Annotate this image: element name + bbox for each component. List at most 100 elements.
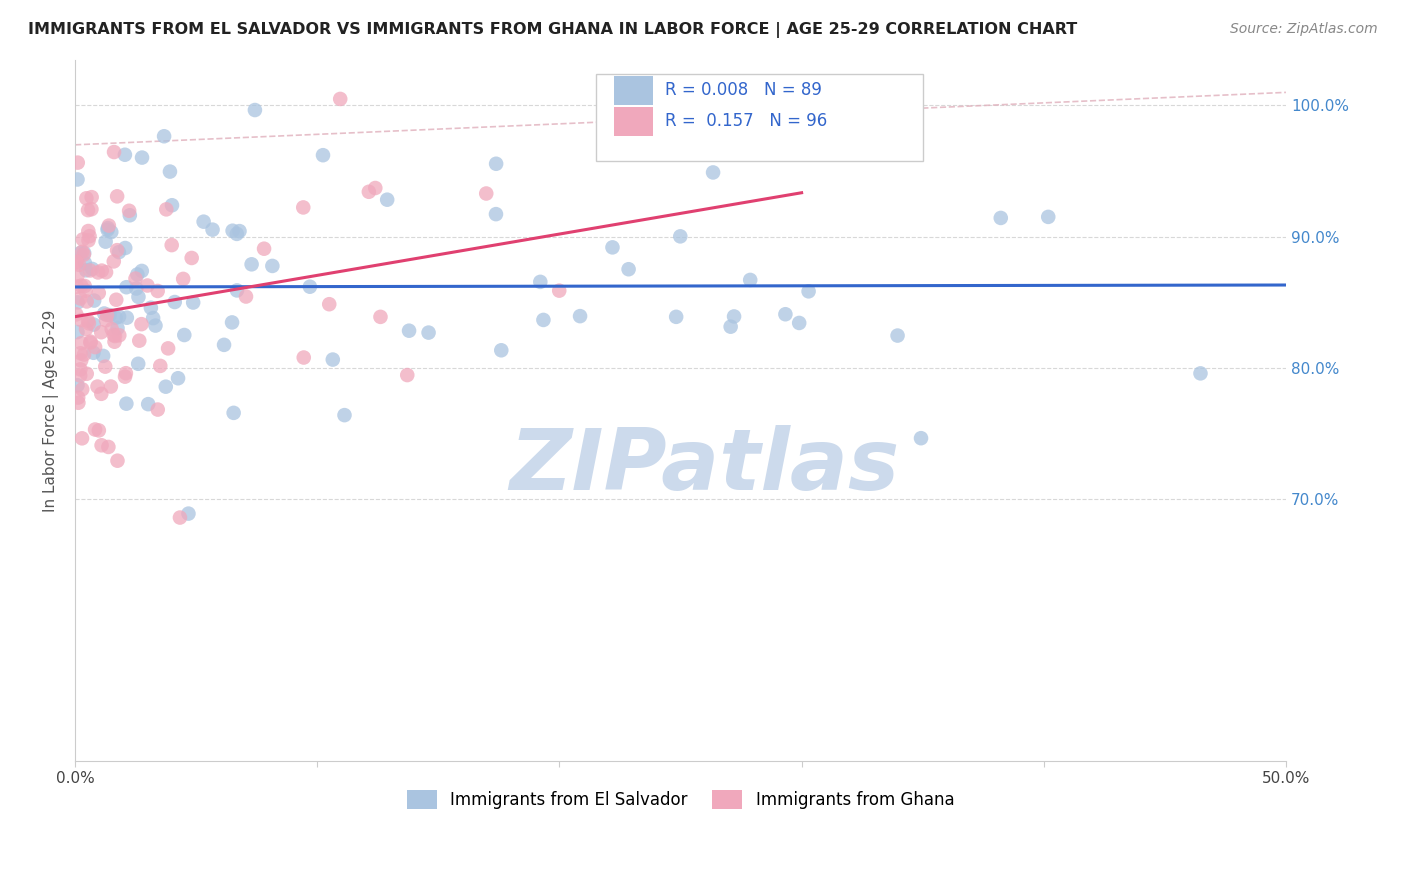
Point [142, 311, 165, 326]
Point [79, 334, 101, 349]
Point [105, 243, 128, 257]
Point [66, 325, 89, 339]
Point [108, 245, 131, 260]
Point [370, 310, 392, 324]
Point [146, 284, 169, 298]
Point [720, 319, 742, 334]
Point [243, 103, 266, 117]
Point [87, 265, 110, 279]
Point [665, 310, 688, 324]
Point [67, 258, 90, 272]
Point [131, 264, 153, 278]
Text: R = 0.008   N = 89: R = 0.008 N = 89 [665, 81, 821, 100]
Point [86, 379, 108, 393]
Point [364, 181, 387, 195]
Point [617, 262, 640, 277]
Text: R =  0.157   N = 96: R = 0.157 N = 96 [665, 112, 827, 130]
Point [221, 224, 243, 238]
Point [75, 284, 97, 298]
Point [103, 334, 125, 349]
Point [139, 301, 162, 315]
Point [75, 322, 97, 336]
Point [70, 353, 93, 368]
Point [155, 379, 177, 393]
Point [212, 338, 235, 352]
Point [398, 324, 420, 338]
Point [318, 297, 340, 311]
Point [491, 343, 513, 358]
Point [67, 391, 90, 405]
Point [108, 310, 131, 324]
Point [65, 255, 87, 269]
Point [418, 326, 440, 340]
Point [83, 345, 105, 359]
Point [910, 431, 932, 445]
Point [357, 185, 380, 199]
Point [128, 334, 150, 348]
Point [548, 284, 571, 298]
Point [797, 285, 820, 299]
Point [103, 254, 125, 268]
Point [529, 275, 551, 289]
Point [114, 241, 136, 255]
Point [723, 310, 745, 324]
Point [66, 172, 89, 186]
Point [82, 262, 104, 277]
Point [136, 397, 159, 411]
Point [66, 378, 89, 392]
Point [115, 310, 138, 325]
Point [702, 165, 724, 179]
Point [105, 293, 128, 307]
Point [104, 310, 127, 325]
Point [77, 316, 100, 330]
Point [787, 316, 810, 330]
Point [90, 438, 112, 452]
Text: ZIPatlas: ZIPatlas [509, 425, 900, 508]
Point [990, 211, 1012, 225]
Point [201, 222, 224, 236]
Point [153, 129, 176, 144]
Point [569, 309, 592, 323]
Point [240, 257, 263, 271]
Point [77, 224, 100, 238]
Point [131, 151, 153, 165]
Point [93, 306, 115, 320]
Point [69, 368, 91, 383]
Point [65, 307, 87, 321]
Point [333, 408, 356, 422]
Point [90, 325, 112, 339]
Point [124, 271, 146, 285]
Point [107, 321, 129, 335]
Point [159, 164, 181, 178]
Point [90, 387, 112, 401]
Point [75, 263, 97, 277]
Point [125, 281, 148, 295]
FancyBboxPatch shape [614, 76, 652, 105]
FancyBboxPatch shape [596, 74, 922, 161]
Point [127, 357, 149, 371]
Point [485, 207, 508, 221]
Point [69, 362, 91, 376]
Point [169, 510, 191, 524]
Point [69, 292, 91, 306]
Point [70, 336, 93, 351]
Point [66, 279, 89, 293]
Point [83, 293, 105, 308]
Point [146, 402, 169, 417]
Point [485, 157, 508, 171]
Point [70, 278, 93, 293]
Point [97, 219, 120, 233]
Point [292, 201, 315, 215]
Point [66, 295, 89, 310]
Point [79, 263, 101, 277]
Point [79, 229, 101, 244]
Point [602, 240, 624, 254]
Point [87, 424, 110, 438]
Point [114, 369, 136, 384]
Point [235, 289, 257, 303]
Point [221, 315, 243, 329]
Y-axis label: In Labor Force | Age 25-29: In Labor Force | Age 25-29 [44, 310, 59, 511]
Point [157, 342, 180, 356]
Point [177, 507, 200, 521]
Point [96, 308, 118, 322]
